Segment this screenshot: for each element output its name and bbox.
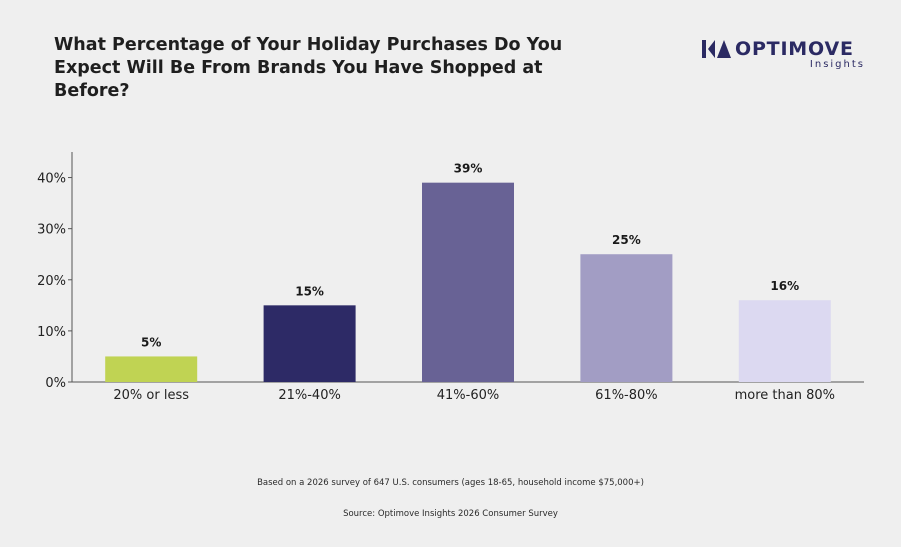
brand-logo: OPTIMOVE Insights xyxy=(702,38,868,72)
bar xyxy=(580,254,673,382)
x-tick-label: 21%-40% xyxy=(278,388,340,403)
brand-name: OPTIMOVE xyxy=(735,38,854,60)
data-label: 15% xyxy=(295,284,324,298)
y-tick-label: 20% xyxy=(37,274,66,289)
bar xyxy=(263,305,356,382)
y-tick-label: 30% xyxy=(37,223,66,238)
data-label: 25% xyxy=(612,233,641,247)
y-tick-label: 0% xyxy=(45,376,66,391)
bar xyxy=(422,182,514,382)
optimove-logo-icon xyxy=(702,40,731,58)
bar-chart: 0% 10% 20% 30% 40% 5% 20% or less 15% 21%-40% 39%… xyxy=(37,152,864,403)
brand-subtitle: Insights xyxy=(809,59,865,70)
chart-title: What Percentage of Your Holiday Purchase… xyxy=(54,35,563,101)
bar xyxy=(738,300,831,382)
source-note: Source: Optimove Insights 2026 Consumer … xyxy=(343,509,558,519)
data-label: 5% xyxy=(141,335,161,349)
x-tick-label: 20% or less xyxy=(113,388,189,403)
x-tick-label: 61%-80% xyxy=(595,388,657,403)
bar xyxy=(105,356,198,382)
x-tick-label: more than 80% xyxy=(735,388,835,403)
data-label: 39% xyxy=(454,162,483,176)
x-tick-label: 41%-60% xyxy=(437,388,499,403)
data-label: 16% xyxy=(770,279,799,293)
y-tick-label: 10% xyxy=(37,325,66,340)
y-tick-label: 40% xyxy=(37,172,66,187)
survey-note: Based on a 2026 survey of 647 U.S. consu… xyxy=(257,478,644,488)
